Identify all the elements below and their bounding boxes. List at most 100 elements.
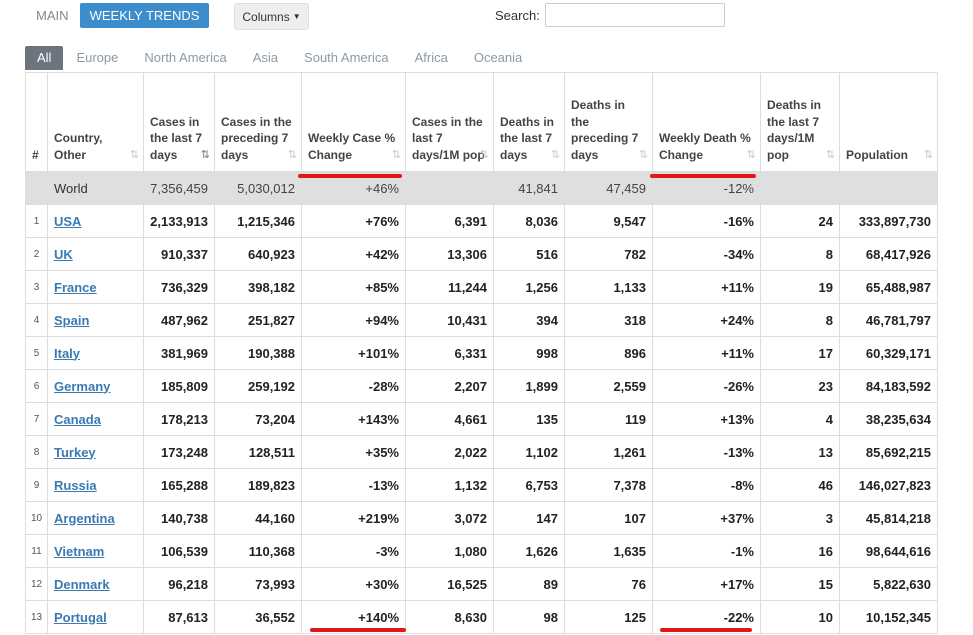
header-weekly-death-change[interactable]: Weekly Death % Change ⇅ <box>652 72 761 172</box>
header-index[interactable]: # <box>25 72 48 172</box>
columns-label: Columns <box>242 9 290 24</box>
cell-weekly-case-change: +76% <box>301 204 406 238</box>
cell-deaths-7d: 1,102 <box>493 435 565 469</box>
sort-icon: ⇅ <box>746 148 756 161</box>
cell-population: 98,644,616 <box>839 534 938 568</box>
table-row: 7 Canada 178,213 73,204 +143% 4,661 135 119 +13%… <box>25 402 938 436</box>
header-deaths-7d[interactable]: Deaths in the last 7 days ⇅ <box>493 72 565 172</box>
tab-all[interactable]: All <box>25 46 64 70</box>
cell-deaths-prev-7d: 9,547 <box>564 204 653 238</box>
cell-cases-7d: 910,337 <box>143 237 215 271</box>
cell-cases-prev-7d: 398,182 <box>214 270 302 304</box>
country-link[interactable]: Italy <box>54 345 81 361</box>
cell-cases-7d: 165,288 <box>143 468 215 502</box>
cell-deaths-7d: 516 <box>493 237 565 271</box>
table-header-row: # Country, Other ⇅ Cases in the last 7 da… <box>25 72 938 172</box>
cell-cases-7d: 96,218 <box>143 567 215 601</box>
country-link[interactable]: Canada <box>54 411 101 427</box>
cell-deaths-per-1m: 24 <box>760 204 840 238</box>
table-row: 9 Russia 165,288 189,823 -13% 1,132 6,753 7,378… <box>25 468 938 502</box>
table-row: 10 Argentina 140,738 44,160 +219% 3,072 147 107… <box>25 501 938 535</box>
cell-weekly-case-change: +85% <box>301 270 406 304</box>
country-link[interactable]: UK <box>54 246 73 262</box>
country-link[interactable]: France <box>54 279 97 295</box>
cell-weekly-death-change: -13% <box>652 435 761 469</box>
cell-cases-7d: 736,329 <box>143 270 215 304</box>
country-link[interactable]: Germany <box>54 378 111 394</box>
sort-icon: ⇅ <box>287 148 297 161</box>
cell-population: 45,814,218 <box>839 501 938 535</box>
country-link[interactable]: Spain <box>54 312 90 328</box>
cell-population: 60,329,171 <box>839 336 938 370</box>
tab-north-america[interactable]: North America <box>144 50 227 65</box>
cell-deaths-7d: 1,899 <box>493 369 565 403</box>
cell-population: 65,488,987 <box>839 270 938 304</box>
tab-oceania[interactable]: Oceania <box>473 50 523 65</box>
cell-cases-prev-7d: 190,388 <box>214 336 302 370</box>
cell-deaths-per-1m: 16 <box>760 534 840 568</box>
cell-index: 4 <box>25 303 48 337</box>
main-tab-link[interactable]: MAIN <box>36 8 69 23</box>
cell-index: 13 <box>25 600 48 634</box>
world-deaths-7d: 41,841 <box>493 171 565 205</box>
cell-index: 12 <box>25 567 48 601</box>
country-link[interactable]: Portugal <box>54 609 107 625</box>
cell-weekly-death-change: -26% <box>652 369 761 403</box>
columns-dropdown-button[interactable]: Columns ▼ <box>234 3 309 30</box>
cell-population: 84,183,592 <box>839 369 938 403</box>
world-index <box>25 171 48 205</box>
sort-desc-icon: ⇅ <box>200 148 210 161</box>
header-deaths-prev-7d[interactable]: Deaths in the preceding 7 days ⇅ <box>564 72 653 172</box>
country-link[interactable]: Turkey <box>54 444 96 460</box>
header-cases-prev-7d[interactable]: Cases in the preceding 7 days ⇅ <box>214 72 302 172</box>
country-link[interactable]: USA <box>54 213 82 229</box>
tab-asia[interactable]: Asia <box>252 50 279 65</box>
cell-deaths-per-1m: 10 <box>760 600 840 634</box>
world-population <box>839 171 938 205</box>
table-row: 5 Italy 381,969 190,388 +101% 6,331 998 896 +11%… <box>25 336 938 370</box>
header-cases-7d[interactable]: Cases in the last 7 days ⇅ <box>143 72 215 172</box>
cell-deaths-prev-7d: 1,635 <box>564 534 653 568</box>
cell-population: 38,235,634 <box>839 402 938 436</box>
cell-deaths-prev-7d: 318 <box>564 303 653 337</box>
country-link[interactable]: Vietnam <box>54 543 105 559</box>
header-country[interactable]: Country, Other ⇅ <box>47 72 144 172</box>
search-input[interactable] <box>545 3 725 27</box>
tab-africa[interactable]: Africa <box>414 50 448 65</box>
header-deaths-7d-per-1m[interactable]: Deaths in the last 7 days/1M pop ⇅ <box>760 72 840 172</box>
cell-population: 85,692,215 <box>839 435 938 469</box>
cell-country: Portugal <box>47 600 144 634</box>
cell-deaths-7d: 135 <box>493 402 565 436</box>
cell-cases-per-1m: 4,661 <box>405 402 494 436</box>
cell-weekly-death-change: +13% <box>652 402 761 436</box>
weekly-trends-button[interactable]: WEEKLY TRENDS <box>80 3 209 28</box>
cell-weekly-case-change: +143% <box>301 402 406 436</box>
header-population[interactable]: Population ⇅ <box>839 72 938 172</box>
cell-deaths-per-1m: 4 <box>760 402 840 436</box>
cell-weekly-case-change: -3% <box>301 534 406 568</box>
country-link[interactable]: Denmark <box>54 576 110 592</box>
cell-cases-prev-7d: 110,368 <box>214 534 302 568</box>
tab-europe[interactable]: Europe <box>76 50 119 65</box>
cell-index: 8 <box>25 435 48 469</box>
cell-deaths-per-1m: 15 <box>760 567 840 601</box>
table-row: 1 USA 2,133,913 1,215,346 +76% 6,391 8,036 9,54… <box>25 204 938 238</box>
cell-weekly-case-change: +42% <box>301 237 406 271</box>
cell-country: Denmark <box>47 567 144 601</box>
cell-deaths-prev-7d: 2,559 <box>564 369 653 403</box>
table-row: 12 Denmark 96,218 73,993 +30% 16,525 89 76 +17% 1… <box>25 567 938 601</box>
header-cases-7d-per-1m[interactable]: Cases in the last 7 days/1M pop ⇅ <box>405 72 494 172</box>
cell-weekly-case-change: +30% <box>301 567 406 601</box>
sort-icon: ⇅ <box>550 148 560 161</box>
cell-cases-prev-7d: 73,204 <box>214 402 302 436</box>
cell-deaths-7d: 89 <box>493 567 565 601</box>
country-link[interactable]: Russia <box>54 477 97 493</box>
header-weekly-case-change[interactable]: Weekly Case % Change ⇅ <box>301 72 406 172</box>
table-row: 11 Vietnam 106,539 110,368 -3% 1,080 1,626 1,63… <box>25 534 938 568</box>
tab-south-america[interactable]: South America <box>304 50 389 65</box>
sort-icon: ⇅ <box>129 148 139 161</box>
country-link[interactable]: Argentina <box>54 510 115 526</box>
cell-cases-7d: 2,133,913 <box>143 204 215 238</box>
cell-index: 1 <box>25 204 48 238</box>
top-bar: MAIN WEEKLY TRENDS Columns ▼ Search: <box>0 0 973 34</box>
